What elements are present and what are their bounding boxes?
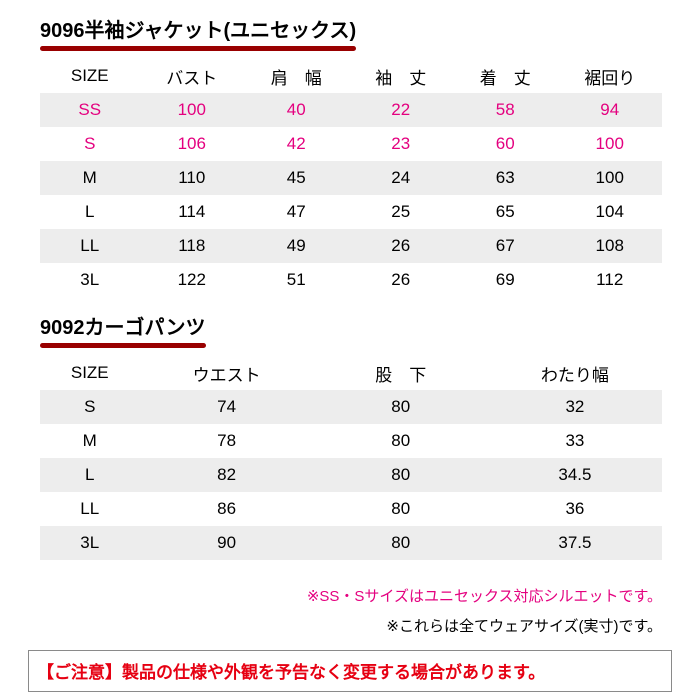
column-header-length: 着 丈	[479, 68, 531, 88]
column-header-thigh: わたり幅	[540, 365, 609, 385]
measurement-cell: 80	[391, 499, 411, 518]
column-header-size: SIZE	[70, 66, 109, 85]
measurement-cell: 114	[178, 202, 206, 221]
size-cell: SS	[78, 100, 102, 119]
measurement-cell: 122	[177, 270, 206, 289]
size-cell: M	[82, 168, 97, 187]
measurement-cell: 94	[600, 100, 620, 119]
column-header-size: SIZE	[70, 363, 109, 382]
measurement-cell: 80	[391, 533, 411, 552]
measurement-cell: 60	[495, 134, 515, 153]
jacket-table-header-row: SIZE バスト 肩 幅 袖 丈 着 丈 裾回り	[40, 59, 662, 93]
measurement-cell: 26	[391, 270, 411, 289]
caution-text: 【ご注意】製品の仕様や外観を予告なく変更する場合があります。	[37, 663, 546, 682]
measurement-cell: 80	[391, 397, 411, 416]
measurement-cell: 80	[391, 431, 411, 450]
table-row-3l: 3L 90 80 37.5	[40, 526, 662, 560]
measurement-cell: 80	[391, 465, 411, 484]
caution-box: 【ご注意】製品の仕様や外観を予告なく変更する場合があります。	[28, 650, 672, 692]
pants-title-block: 9092カーゴパンツ	[40, 311, 206, 348]
measurement-cell: 112	[596, 270, 624, 289]
measurement-cell: 100	[595, 134, 624, 153]
measurement-cell: 90	[217, 533, 237, 552]
measurement-cell: 74	[217, 397, 237, 416]
pants-size-table: SIZE ウエスト 股 下 わたり幅 S 74 80 32 M 78 80 33	[40, 356, 662, 560]
jacket-title-underline	[40, 46, 357, 51]
measurement-cell: 63	[495, 168, 515, 187]
column-header-shoulder: 肩 幅	[270, 68, 322, 88]
measurement-cell: 69	[495, 270, 515, 289]
table-row-ll: LL 118 49 26 67 108	[40, 229, 662, 263]
measurement-cell: 23	[391, 134, 411, 153]
measurement-cell: 110	[178, 168, 206, 187]
column-header-bust: バスト	[166, 68, 218, 88]
column-header-sleeve: 袖 丈	[375, 68, 427, 88]
measurement-cell: 58	[495, 100, 515, 119]
measurement-cell: 37.5	[558, 533, 592, 552]
measurement-cell: 32	[565, 397, 585, 416]
table-row-m: M 78 80 33	[40, 424, 662, 458]
measurement-cell: 78	[217, 431, 237, 450]
measurement-cell: 40	[286, 100, 306, 119]
measurement-cell: 100	[177, 100, 206, 119]
measurement-cell: 104	[595, 202, 624, 221]
footnote-wear-size: ※これらは全てウェアサイズ(実寸)です。	[386, 618, 662, 635]
size-cell: 3L	[80, 533, 100, 552]
jacket-size-table: SIZE バスト 肩 幅 袖 丈 着 丈 裾回り SS 100 40 22 58…	[40, 59, 662, 297]
measurement-cell: 42	[286, 134, 306, 153]
measurement-cell: 65	[495, 202, 515, 221]
measurement-cell: 67	[495, 236, 515, 255]
column-header-hem: 裾回り	[584, 68, 636, 88]
size-cell: 3L	[80, 270, 100, 289]
measurement-cell: 25	[391, 202, 411, 221]
table-row-3l: 3L 122 51 26 69 112	[40, 263, 662, 297]
table-row-s: S 74 80 32	[40, 390, 662, 424]
measurement-cell: 45	[286, 168, 306, 187]
measurement-cell: 82	[217, 465, 237, 484]
footnotes: ※SS・Sサイズはユニセックス対応シルエットです。 ※これらは全てウェアサイズ(…	[40, 582, 662, 642]
size-cell: M	[82, 431, 97, 450]
measurement-cell: 106	[177, 134, 206, 153]
measurement-cell: 118	[178, 236, 206, 255]
measurement-cell: 86	[217, 499, 237, 518]
size-cell: S	[84, 397, 96, 416]
jacket-title: 9096半袖ジャケット(ユニセックス)	[40, 20, 357, 42]
measurement-cell: 100	[595, 168, 624, 187]
measurement-cell: 47	[286, 202, 306, 221]
measurement-cell: 34.5	[558, 465, 592, 484]
measurement-cell: 33	[565, 431, 585, 450]
measurement-cell: 36	[565, 499, 585, 518]
table-row-ss: SS 100 40 22 58 94	[40, 93, 662, 127]
size-cell: LL	[80, 236, 100, 255]
table-row-l: L 82 80 34.5	[40, 458, 662, 492]
measurement-cell: 49	[286, 236, 306, 255]
table-row-s: S 106 42 23 60 100	[40, 127, 662, 161]
pants-section: 9092カーゴパンツ SIZE ウエスト 股 下 わたり幅 S 74 80	[40, 311, 662, 560]
measurement-cell: 26	[391, 236, 411, 255]
measurement-cell: 24	[391, 168, 411, 187]
column-header-inseam: 股 下	[375, 365, 427, 385]
size-cell: L	[85, 202, 95, 221]
table-row-ll: LL 86 80 36	[40, 492, 662, 526]
pants-title: 9092カーゴパンツ	[40, 317, 206, 339]
pants-title-underline	[40, 343, 206, 348]
table-row-l: L 114 47 25 65 104	[40, 195, 662, 229]
size-cell: S	[84, 134, 96, 153]
measurement-cell: 51	[286, 270, 306, 289]
measurement-cell: 22	[391, 100, 411, 119]
footnote-silhouette: ※SS・Sサイズはユニセックス対応シルエットです。	[306, 588, 662, 605]
size-cell: L	[85, 465, 95, 484]
table-row-m: M 110 45 24 63 100	[40, 161, 662, 195]
jacket-title-block: 9096半袖ジャケット(ユニセックス)	[40, 14, 357, 51]
jacket-section: 9096半袖ジャケット(ユニセックス) SIZE バスト 肩 幅 袖 丈 着 丈…	[40, 14, 662, 297]
size-cell: LL	[80, 499, 100, 518]
column-header-waist: ウエスト	[192, 365, 261, 385]
measurement-cell: 108	[595, 236, 624, 255]
pants-table-header-row: SIZE ウエスト 股 下 わたり幅	[40, 356, 662, 390]
